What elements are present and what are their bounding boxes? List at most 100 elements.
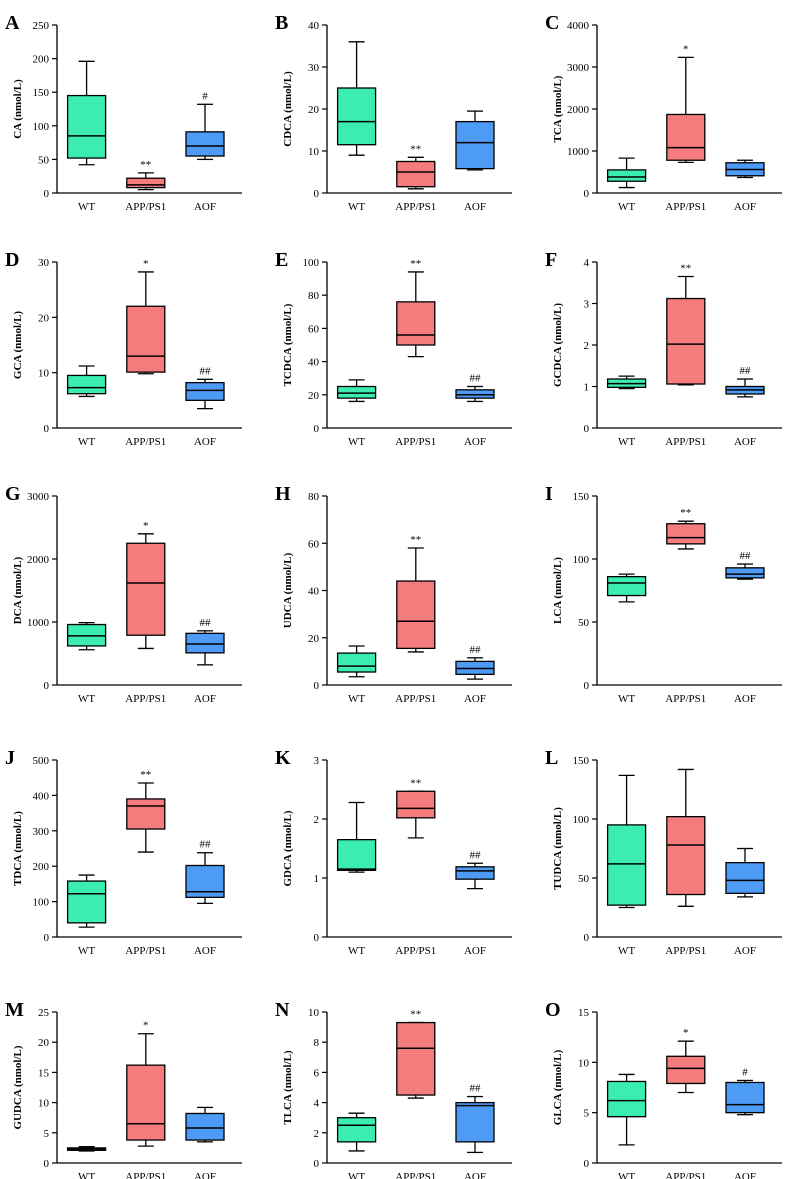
y-tick-label: 1 (584, 382, 590, 394)
y-tick-label: 2 (584, 340, 590, 352)
significance-marker: # (202, 90, 208, 102)
y-tick-label: 3 (584, 299, 590, 311)
panel-N: N 0 2 4 6 8 10 TLCA (nmol/L) WT APP/PS1 ** AOF ## (275, 999, 512, 1179)
y-tick-label: 50 (38, 154, 50, 166)
x-category-label: AOF (464, 1171, 486, 1179)
iqr-box (396, 301, 436, 346)
y-tick-label: 0 (44, 932, 50, 944)
y-tick-label: 2000 (27, 554, 50, 566)
iqr-box (185, 632, 225, 654)
y-axis-label: DCA (nmol/L) (12, 556, 24, 624)
y-tick-label: 1000 (567, 146, 590, 158)
x-category-label: WT (618, 945, 635, 957)
panel-L: L 0 50 100 150 TUDCA (nmol/L) WT APP/PS1 AOF (545, 747, 782, 957)
x-category-label: AOF (464, 945, 486, 957)
panel-letter: G (5, 483, 21, 505)
box-app-ps1 (666, 56, 706, 163)
y-tick-label: 1000 (27, 617, 50, 629)
panel-B: B 0 10 20 30 40 CDCA (nmol/L) WT APP/PS1 ** AOF (275, 12, 512, 213)
x-category-label: AOF (734, 693, 756, 705)
y-tick-label: 50 (578, 617, 590, 629)
y-axis-label: TUDCA (nmol/L) (552, 807, 564, 890)
x-category-label: APP/PS1 (665, 945, 706, 957)
significance-marker: ## (470, 373, 482, 385)
y-tick-label: 2000 (567, 104, 590, 116)
box-aof (725, 563, 765, 580)
box-wt (606, 375, 647, 390)
box-app-ps1 (126, 1033, 166, 1147)
y-axis-label: GDCA (nmol/L) (282, 810, 294, 886)
y-tick-label: 100 (573, 554, 590, 566)
y-tick-label: 4 (584, 257, 590, 269)
panel-K: K 0 1 2 3 GDCA (nmol/L) WT APP/PS1 ** AOF ## (275, 747, 512, 957)
box-aof (455, 1095, 495, 1154)
box-wt (66, 874, 107, 928)
significance-marker: ## (200, 839, 212, 851)
y-axis-label: CDCA (nmol/L) (282, 71, 294, 147)
panel-letter: H (275, 483, 291, 505)
iqr-box (396, 160, 436, 188)
y-tick-label: 300 (33, 826, 50, 838)
significance-marker: * (143, 1020, 149, 1032)
iqr-box (126, 305, 166, 373)
panel-A: A 0 50 100 150 200 250 CA (nmol/L) WT APP/PS1 ** AO… (5, 12, 242, 213)
y-tick-label: 200 (33, 861, 50, 873)
y-tick-label: 150 (573, 755, 590, 767)
x-category-label: WT (618, 436, 635, 448)
panel-letter: L (545, 747, 558, 769)
y-tick-label: 60 (308, 538, 320, 550)
iqr-box (185, 1112, 225, 1141)
box-aof (455, 862, 495, 890)
x-category-label: WT (618, 201, 635, 213)
y-tick-label: 40 (308, 20, 320, 32)
iqr-box (725, 567, 765, 579)
iqr-box (185, 864, 225, 899)
x-category-label: WT (618, 1171, 635, 1179)
significance-marker: ## (470, 1083, 482, 1095)
panel-letter: N (275, 999, 290, 1021)
panel-E: E 0 20 40 60 80 100 TCDCA (nmol/L) WT APP/PS1 ** AO… (275, 249, 512, 448)
iqr-box (336, 839, 377, 871)
x-category-label: WT (78, 693, 95, 705)
iqr-box (336, 652, 377, 673)
box-wt (606, 774, 647, 909)
iqr-box (126, 1064, 166, 1141)
box-app-ps1 (396, 156, 436, 190)
iqr-box (126, 542, 166, 636)
box-app-ps1 (126, 782, 166, 853)
y-axis-label: TCDCA (nmol/L) (282, 303, 294, 386)
box-aof (725, 378, 765, 398)
y-tick-label: 8 (314, 1037, 320, 1049)
box-wt (66, 621, 107, 651)
panel-F: F 0 1 2 3 4 GCDCA (nmol/L) WT APP/PS1 ** AOF ## (545, 249, 782, 448)
x-category-label: APP/PS1 (125, 436, 166, 448)
iqr-box (396, 1021, 436, 1096)
y-tick-label: 5 (44, 1128, 50, 1140)
x-category-label: AOF (194, 945, 216, 957)
y-tick-label: 10 (308, 146, 320, 158)
iqr-box (666, 523, 706, 545)
iqr-box (66, 374, 107, 395)
y-tick-label: 0 (314, 423, 320, 435)
y-tick-label: 15 (38, 1067, 50, 1079)
panel-letter: C (545, 12, 559, 34)
x-category-label: APP/PS1 (125, 945, 166, 957)
y-tick-label: 100 (303, 257, 320, 269)
x-category-label: WT (78, 945, 95, 957)
x-category-label: AOF (734, 945, 756, 957)
box-wt (336, 1112, 377, 1152)
box-wt (336, 379, 377, 403)
x-category-label: APP/PS1 (665, 436, 706, 448)
significance-marker: ** (680, 263, 691, 275)
panel-G: G 0 1000 2000 3000 DCA (nmol/L) WT APP/PS1 * AOF #… (5, 483, 242, 705)
y-tick-label: 100 (33, 897, 50, 909)
y-tick-label: 50 (578, 873, 590, 885)
significance-marker: ## (200, 617, 212, 629)
y-tick-label: 250 (33, 20, 50, 32)
x-category-label: APP/PS1 (395, 945, 436, 957)
y-tick-label: 0 (584, 1158, 590, 1170)
y-tick-label: 150 (573, 491, 590, 503)
x-category-label: WT (78, 1171, 95, 1179)
y-tick-label: 0 (314, 188, 320, 200)
